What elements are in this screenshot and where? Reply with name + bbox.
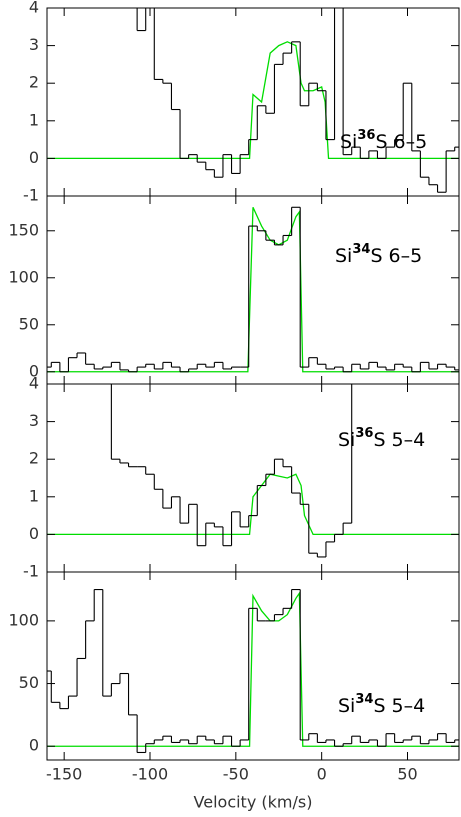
model-line	[47, 473, 459, 536]
y-tick-label: 3	[29, 35, 39, 54]
label-sup: 34	[355, 692, 373, 707]
y-tick-label: 1	[29, 486, 39, 505]
y-tick-label: 0	[29, 524, 39, 543]
panel	[47, 588, 459, 754]
label-suffix: S 5–4	[373, 695, 425, 717]
x-axis-label: Velocity (km/s)	[194, 793, 313, 812]
y-tick-label: -1	[23, 562, 39, 581]
panel-frame	[46, 383, 460, 573]
y-tick-label: 50	[19, 673, 39, 692]
model-line	[47, 207, 459, 373]
x-tick-label: -150	[46, 765, 82, 784]
y-tick-label: 0	[29, 736, 39, 755]
y-tick-label: 100	[8, 610, 39, 629]
y-tick-label: 50	[19, 314, 39, 333]
panel-label: Si34S 6–5	[335, 242, 422, 267]
x-tick-label: -100	[132, 765, 168, 784]
label-prefix: Si	[340, 131, 357, 153]
x-tick-label: 0	[317, 765, 327, 784]
x-tick-label: -50	[223, 765, 249, 784]
y-tick-label: 150	[8, 220, 39, 239]
step-connector	[50, 207, 456, 372]
y-tick-label: 100	[8, 267, 39, 286]
panel-label: Si34S 5–4	[338, 692, 425, 717]
y-tick-label: 2	[29, 449, 39, 468]
model-line	[47, 41, 459, 160]
panel	[47, 8, 459, 193]
label-sup: 36	[357, 128, 375, 143]
panel	[47, 384, 459, 558]
label-suffix: S 6–5	[370, 245, 422, 267]
label-prefix: Si	[338, 429, 355, 451]
label-prefix: Si	[338, 695, 355, 717]
step-connector	[136, 8, 456, 193]
x-tick-label: 50	[397, 765, 417, 784]
y-tick-label: 2	[29, 73, 39, 92]
label-prefix: Si	[335, 245, 352, 267]
label-sup: 36	[355, 426, 373, 441]
label-suffix: S 5–4	[373, 429, 425, 451]
y-tick-label: 1	[29, 110, 39, 129]
label-sup: 34	[352, 242, 370, 257]
y-tick-label: 0	[29, 361, 39, 380]
y-tick-label: 4	[29, 374, 39, 393]
label-suffix: S 6–5	[375, 131, 427, 153]
y-tick-label: -1	[23, 186, 39, 205]
panel	[47, 206, 459, 373]
model-line	[47, 591, 459, 747]
step-connector	[110, 384, 353, 557]
y-tick-label: 3	[29, 411, 39, 430]
panel-frame	[46, 571, 460, 761]
step-connector	[50, 589, 456, 753]
y-tick-label: 4	[29, 0, 39, 17]
panel-label: Si36S 6–5	[340, 128, 427, 153]
y-tick-label: 0	[29, 148, 39, 167]
panel-label: Si36S 5–4	[338, 426, 425, 451]
